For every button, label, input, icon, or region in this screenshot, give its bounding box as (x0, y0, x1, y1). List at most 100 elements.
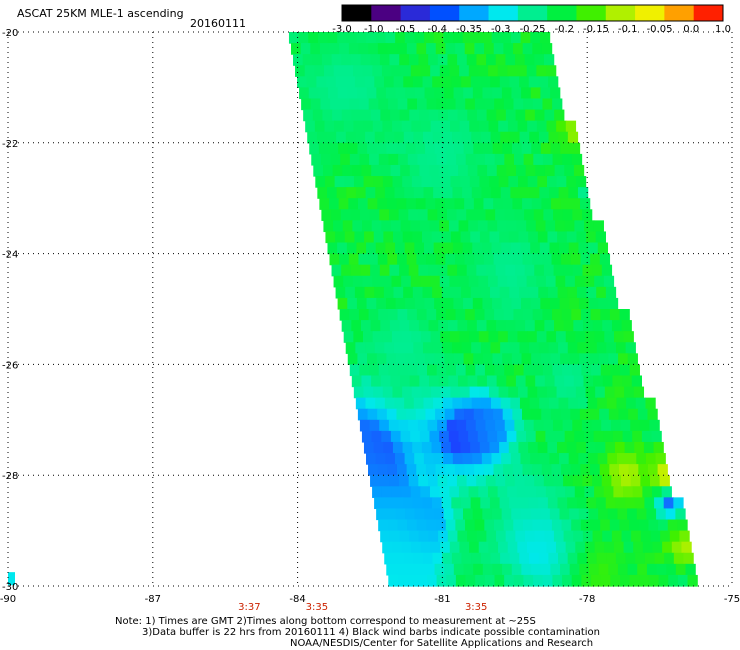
heatmap-cell (525, 320, 536, 332)
heatmap-cell (429, 486, 441, 498)
heatmap-cell (402, 231, 413, 244)
heatmap-cell (393, 76, 404, 88)
heatmap-cell (550, 87, 561, 100)
heatmap-cell (495, 264, 506, 277)
heatmap-cell (350, 209, 361, 221)
heatmap-cell (595, 386, 606, 399)
heatmap-cell (562, 364, 573, 377)
y-tick-label: -22 (2, 139, 18, 150)
heatmap-cell (366, 87, 377, 100)
heatmap-cell (376, 142, 388, 155)
heatmap-cell (407, 309, 418, 321)
heatmap-cell (430, 65, 441, 77)
heatmap-cell (416, 43, 427, 55)
heatmap-cell (502, 142, 513, 155)
heatmap-cell (441, 286, 453, 299)
note-line-1: Note: 1) Times are GMT 2)Times along bot… (115, 616, 536, 627)
heatmap-cell (329, 198, 340, 210)
heatmap-cell (455, 519, 466, 532)
heatmap-cell (355, 342, 366, 354)
heatmap-cell (422, 497, 433, 510)
heatmap-cell (434, 508, 445, 521)
heatmap-cell (601, 264, 613, 277)
colorbar-tick-label: -3.0 (332, 24, 352, 35)
heatmap-cell (424, 32, 435, 44)
heatmap-cell (495, 54, 506, 66)
heatmap-cell (549, 297, 561, 310)
heatmap-cell (412, 231, 423, 244)
heatmap-cell (486, 375, 498, 388)
heatmap-cell (489, 231, 500, 244)
heatmap-cell (378, 519, 389, 532)
heatmap-cell (495, 419, 506, 432)
colorbar-segment (547, 5, 577, 21)
heatmap-cell (577, 342, 588, 354)
heatmap-cell (375, 242, 386, 255)
heatmap-cell (356, 297, 368, 310)
heatmap-cell (405, 353, 416, 365)
heatmap-cell (521, 408, 533, 421)
heatmap-cell (535, 375, 546, 388)
heatmap-cell (452, 397, 463, 410)
heatmap-cell (377, 253, 389, 266)
heatmap-cell (374, 76, 385, 88)
heatmap-cell (619, 464, 630, 476)
heatmap-cell (336, 187, 347, 199)
heatmap-cell (378, 153, 390, 166)
heatmap-cell (558, 342, 569, 354)
heatmap-cell (523, 98, 534, 111)
heatmap-cell (500, 131, 511, 144)
heatmap-cell (516, 486, 528, 498)
heatmap-cell (415, 142, 426, 155)
heatmap-cell (572, 419, 583, 432)
heatmap-cell (408, 54, 420, 66)
heatmap-cell (630, 475, 641, 487)
heatmap-cell (574, 275, 586, 288)
heatmap-cell (421, 120, 432, 133)
heatmap-cell (467, 375, 478, 388)
heatmap-cell (607, 297, 619, 310)
heatmap-cell (369, 209, 380, 221)
heatmap-cell (355, 397, 367, 410)
heatmap-cell (418, 264, 429, 277)
heatmap-cell (660, 530, 671, 543)
heatmap-cell (419, 375, 430, 388)
heatmap-cell (341, 264, 352, 277)
heatmap-cell (406, 253, 417, 266)
heatmap-cell (371, 375, 382, 388)
heatmap-cell (651, 430, 662, 443)
heatmap-cell (421, 231, 433, 244)
heatmap-cell (538, 76, 549, 88)
heatmap-cell (648, 519, 659, 532)
heatmap-cell (353, 331, 364, 343)
heatmap-cell (498, 541, 509, 554)
heatmap-cell (331, 209, 342, 221)
heatmap-cell (497, 430, 508, 443)
heatmap-cell (405, 87, 416, 100)
heatmap-cell (513, 153, 525, 166)
heatmap-cell (508, 231, 520, 244)
heatmap-cell (474, 309, 486, 321)
heatmap-cell (627, 353, 638, 365)
heatmap-cell (337, 297, 348, 310)
heatmap-cell (510, 242, 522, 255)
heatmap-cell (505, 475, 516, 487)
heatmap-cell (467, 109, 478, 122)
heatmap-cell (480, 497, 491, 510)
heatmap-cell (339, 309, 350, 321)
heatmap-cell (564, 164, 575, 177)
heatmap-cell (419, 430, 431, 443)
heatmap-cell (343, 331, 354, 343)
heatmap-cell (538, 286, 549, 299)
heatmap-cell (383, 286, 395, 299)
heatmap-cell (568, 187, 579, 199)
heatmap-cell (557, 231, 568, 244)
heatmap-cell (501, 453, 512, 465)
heatmap-cell (492, 297, 503, 310)
heatmap-cell (588, 453, 599, 465)
heatmap-cell (429, 164, 440, 177)
heatmap-cell (426, 43, 437, 55)
heatmap-cell (288, 32, 300, 44)
heatmap-cell (493, 43, 504, 55)
heatmap-cell (518, 497, 530, 510)
